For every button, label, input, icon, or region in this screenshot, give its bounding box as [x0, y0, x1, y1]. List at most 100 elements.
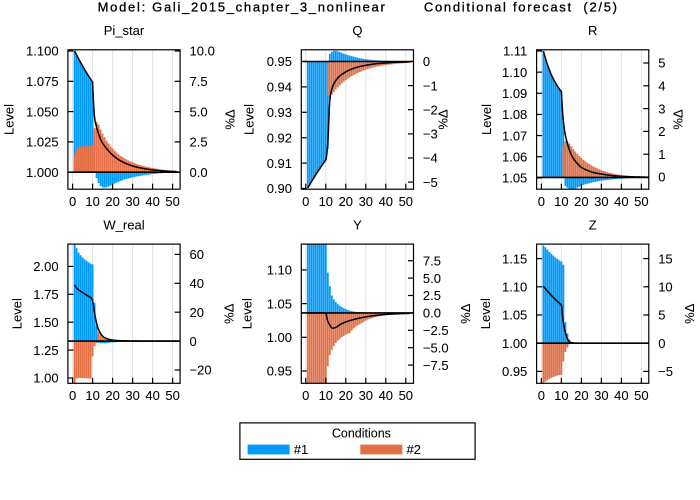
svg-text:1.08: 1.08: [502, 107, 527, 122]
svg-text:1.10: 1.10: [502, 65, 527, 80]
svg-text:1.05: 1.05: [502, 308, 527, 323]
svg-text:Level: Level: [242, 104, 257, 135]
svg-text:1: 1: [658, 147, 665, 162]
svg-text:%Δ: %Δ: [458, 303, 473, 324]
svg-text:0.95: 0.95: [267, 364, 292, 379]
svg-text:1.75: 1.75: [33, 287, 58, 302]
svg-text:50: 50: [634, 388, 648, 403]
svg-text:7.5: 7.5: [423, 253, 441, 268]
svg-text:0: 0: [538, 388, 545, 403]
svg-text:Z: Z: [589, 217, 597, 232]
svg-text:20: 20: [105, 388, 119, 403]
svg-text:30: 30: [594, 388, 608, 403]
svg-text:−7.5: −7.5: [423, 358, 449, 373]
svg-text:1.000: 1.000: [26, 165, 59, 180]
svg-text:50: 50: [165, 388, 179, 403]
svg-text:20: 20: [190, 305, 204, 320]
svg-text:10: 10: [319, 194, 333, 209]
svg-text:−2: −2: [423, 102, 438, 117]
svg-text:1.050: 1.050: [26, 104, 59, 119]
svg-text:10: 10: [85, 388, 99, 403]
svg-text:1.15: 1.15: [502, 251, 527, 266]
svg-text:−5: −5: [658, 364, 673, 379]
svg-text:5: 5: [658, 308, 665, 323]
svg-text:0: 0: [190, 334, 197, 349]
svg-text:1.10: 1.10: [267, 263, 292, 278]
svg-text:%Δ: %Δ: [671, 109, 686, 130]
svg-text:5.0: 5.0: [190, 104, 208, 119]
svg-text:−2.5: −2.5: [423, 323, 449, 338]
svg-text:30: 30: [125, 194, 139, 209]
svg-text:#2: #2: [407, 442, 421, 457]
svg-text:30: 30: [125, 388, 139, 403]
svg-text:Conditions: Conditions: [332, 426, 391, 440]
svg-text:40: 40: [379, 388, 393, 403]
svg-text:Pi_star: Pi_star: [104, 23, 145, 38]
svg-text:20: 20: [574, 194, 588, 209]
svg-text:60: 60: [190, 247, 204, 262]
svg-text:40: 40: [614, 388, 628, 403]
svg-text:1.07: 1.07: [502, 128, 527, 143]
svg-text:−5: −5: [423, 175, 438, 190]
svg-text:40: 40: [145, 194, 159, 209]
svg-text:−1: −1: [423, 78, 438, 93]
svg-text:Level: Level: [10, 298, 25, 329]
svg-text:50: 50: [165, 194, 179, 209]
svg-text:30: 30: [359, 388, 373, 403]
svg-text:10: 10: [554, 388, 568, 403]
svg-text:10: 10: [658, 280, 672, 295]
svg-text:%Δ: %Δ: [222, 303, 237, 324]
svg-text:%Δ: %Δ: [223, 109, 238, 130]
svg-text:50: 50: [399, 388, 413, 403]
svg-text:1.25: 1.25: [33, 343, 58, 358]
svg-text:Level: Level: [479, 104, 494, 135]
svg-text:Y: Y: [353, 217, 362, 232]
svg-text:R: R: [588, 23, 597, 38]
svg-text:7.5: 7.5: [190, 74, 208, 89]
svg-text:50: 50: [399, 194, 413, 209]
svg-text:0.91: 0.91: [267, 156, 292, 171]
svg-text:0.94: 0.94: [267, 80, 292, 95]
svg-text:%Δ: %Δ: [682, 303, 697, 324]
svg-text:%Δ: %Δ: [436, 109, 451, 130]
svg-text:1.11: 1.11: [503, 44, 527, 59]
svg-text:2.00: 2.00: [33, 259, 58, 274]
svg-text:1.00: 1.00: [33, 371, 58, 386]
svg-text:0.93: 0.93: [267, 105, 292, 120]
svg-text:20: 20: [105, 194, 119, 209]
svg-text:2.5: 2.5: [190, 135, 208, 150]
svg-text:0: 0: [302, 194, 309, 209]
svg-text:40: 40: [614, 194, 628, 209]
svg-text:10: 10: [554, 194, 568, 209]
svg-text:1.00: 1.00: [502, 336, 527, 351]
svg-text:Conditional forecast (2/5): Conditional forecast (2/5): [424, 0, 619, 15]
svg-text:1.06: 1.06: [502, 149, 527, 164]
svg-text:5.0: 5.0: [423, 271, 441, 286]
svg-text:Level: Level: [240, 298, 255, 329]
svg-text:20: 20: [339, 388, 353, 403]
svg-text:10: 10: [319, 388, 333, 403]
svg-text:40: 40: [190, 276, 204, 291]
svg-text:0.0: 0.0: [423, 306, 441, 321]
svg-text:15: 15: [658, 251, 672, 266]
svg-text:0.90: 0.90: [267, 181, 292, 196]
svg-text:1.10: 1.10: [502, 280, 527, 295]
svg-text:W_real: W_real: [103, 217, 144, 232]
svg-text:20: 20: [574, 388, 588, 403]
svg-text:Level: Level: [478, 298, 493, 329]
svg-text:−20: −20: [190, 363, 212, 378]
svg-text:Level: Level: [2, 104, 17, 135]
svg-text:0: 0: [69, 194, 76, 209]
svg-text:1.025: 1.025: [26, 135, 59, 150]
svg-text:0.95: 0.95: [502, 364, 527, 379]
svg-text:2: 2: [658, 124, 665, 139]
svg-text:0.92: 0.92: [267, 130, 292, 145]
svg-text:−3: −3: [423, 127, 438, 142]
svg-text:1.075: 1.075: [26, 74, 59, 89]
svg-text:0: 0: [302, 388, 309, 403]
svg-text:0: 0: [658, 170, 665, 185]
svg-text:10.0: 10.0: [190, 44, 215, 59]
svg-text:0: 0: [69, 388, 76, 403]
svg-text:40: 40: [145, 388, 159, 403]
svg-text:Q: Q: [352, 23, 362, 38]
